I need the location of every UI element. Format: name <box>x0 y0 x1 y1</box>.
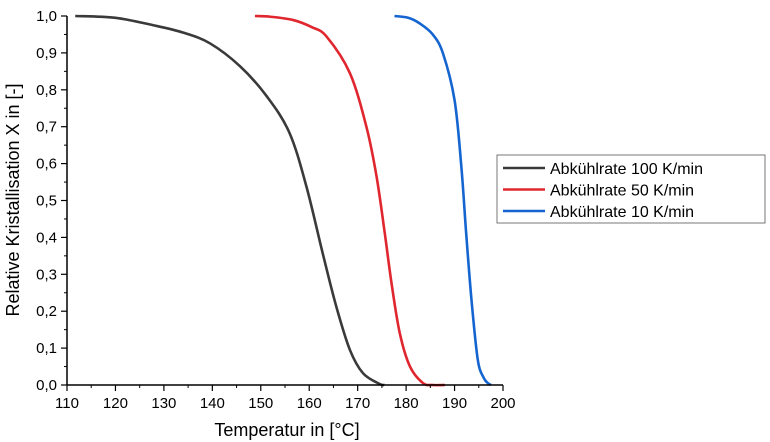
y-tick-label: 1,0 <box>36 8 57 25</box>
x-axis-title: Temperatur in [°C] <box>214 420 359 440</box>
y-tick-label: 0,1 <box>36 340 57 357</box>
plot-lines <box>75 14 492 387</box>
y-tick-label: 0,8 <box>36 82 57 99</box>
legend-label-2: Abkühlrate 10 K/min <box>550 204 694 221</box>
y-tick-label: 0,3 <box>36 266 57 283</box>
axes: 110 120 130 140 150 160 170 180 190 200 0,0 0,1 0,2 0… <box>36 8 515 412</box>
y-tick-label: 0,7 <box>36 119 57 136</box>
x-tick-label: 110 <box>55 395 79 412</box>
series-line-2 <box>394 14 492 387</box>
x-tick-label: 160 <box>297 395 322 412</box>
x-tick-label: 190 <box>442 395 467 412</box>
y-tick-label: 0,5 <box>36 193 57 210</box>
y-tick-label: 0,4 <box>36 229 57 246</box>
y-tick-label: 0,6 <box>36 156 57 173</box>
x-tick-label: 200 <box>490 395 515 412</box>
x-tick-label: 120 <box>103 395 128 412</box>
x-tick-label: 150 <box>248 395 273 412</box>
legend-label-0: Abkühlrate 100 K/min <box>550 161 703 178</box>
legend: Abkühlrate 100 K/min Abkühlrate 50 K/min A… <box>496 154 766 224</box>
x-tick-label: 180 <box>394 395 419 412</box>
x-tick-label: 170 <box>345 395 370 412</box>
y-tick-label: 0,0 <box>36 377 57 394</box>
y-tick-label: 0,2 <box>36 303 57 320</box>
series-line-1 <box>254 14 445 387</box>
x-tick-label: 140 <box>200 395 225 412</box>
x-tick-label: 130 <box>151 395 176 412</box>
y-axis-title: Relative Kristallisation X in [-] <box>3 83 23 316</box>
y-tick-label: 0,9 <box>36 45 57 62</box>
series-line-0 <box>75 14 385 387</box>
legend-label-1: Abkühlrate 50 K/min <box>550 183 694 200</box>
